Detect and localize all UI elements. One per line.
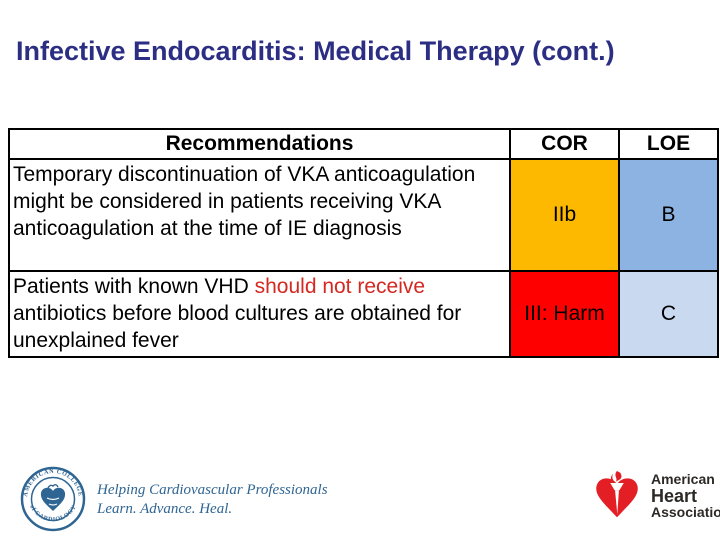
recommendation-segment-suffix: antibiotics before blood cultures are ob… bbox=[13, 302, 462, 352]
recommendation-text-vka: Temporary discontinuation of VKA anticoa… bbox=[8, 158, 511, 272]
aha-logo: American Heart Association® bbox=[588, 468, 720, 526]
aha-wordmark-line1: American bbox=[651, 471, 715, 487]
col-header-cor: COR bbox=[509, 128, 620, 160]
aha-heart-torch-icon bbox=[596, 470, 638, 518]
table-header-row: Recommendations COR LOE bbox=[8, 128, 719, 160]
acc-tagline: Helping Cardiovascular Professionals Lea… bbox=[97, 481, 328, 519]
col-header-loe: LOE bbox=[618, 128, 719, 160]
cor-value-harm: III: Harm bbox=[509, 270, 620, 358]
acc-tagline-line2: Learn. Advance. Heal. bbox=[97, 501, 233, 517]
loe-value-c: C bbox=[618, 270, 719, 358]
table-row-vka: Temporary discontinuation of VKA anticoa… bbox=[8, 158, 719, 272]
table-row-vhd: Patients with known VHD should not recei… bbox=[8, 270, 719, 358]
recommendations-table: Recommendations COR LOE Temporary discon… bbox=[8, 128, 719, 358]
acc-tagline-line1: Helping Cardiovascular Professionals bbox=[97, 482, 328, 498]
page-title: Infective Endocarditis: Medical Therapy … bbox=[16, 36, 615, 66]
loe-value-b: B bbox=[618, 158, 719, 272]
col-header-recommendations: Recommendations bbox=[8, 128, 511, 160]
recommendation-segment-prefix: Patients with known VHD bbox=[13, 275, 255, 298]
aha-wordmark-line2: Heart bbox=[651, 486, 698, 506]
aha-wordmark: American Heart Association® bbox=[651, 472, 720, 522]
aha-wordmark-line3: Association® bbox=[651, 504, 720, 520]
cor-value-iib: IIb bbox=[509, 158, 620, 272]
recommendation-text-vhd: Patients with known VHD should not recei… bbox=[8, 270, 511, 358]
acc-seal-icon: AMERICAN COLLEGE of CARDIOLOGY bbox=[20, 466, 86, 532]
recommendation-warning-text: should not receive bbox=[254, 275, 426, 298]
